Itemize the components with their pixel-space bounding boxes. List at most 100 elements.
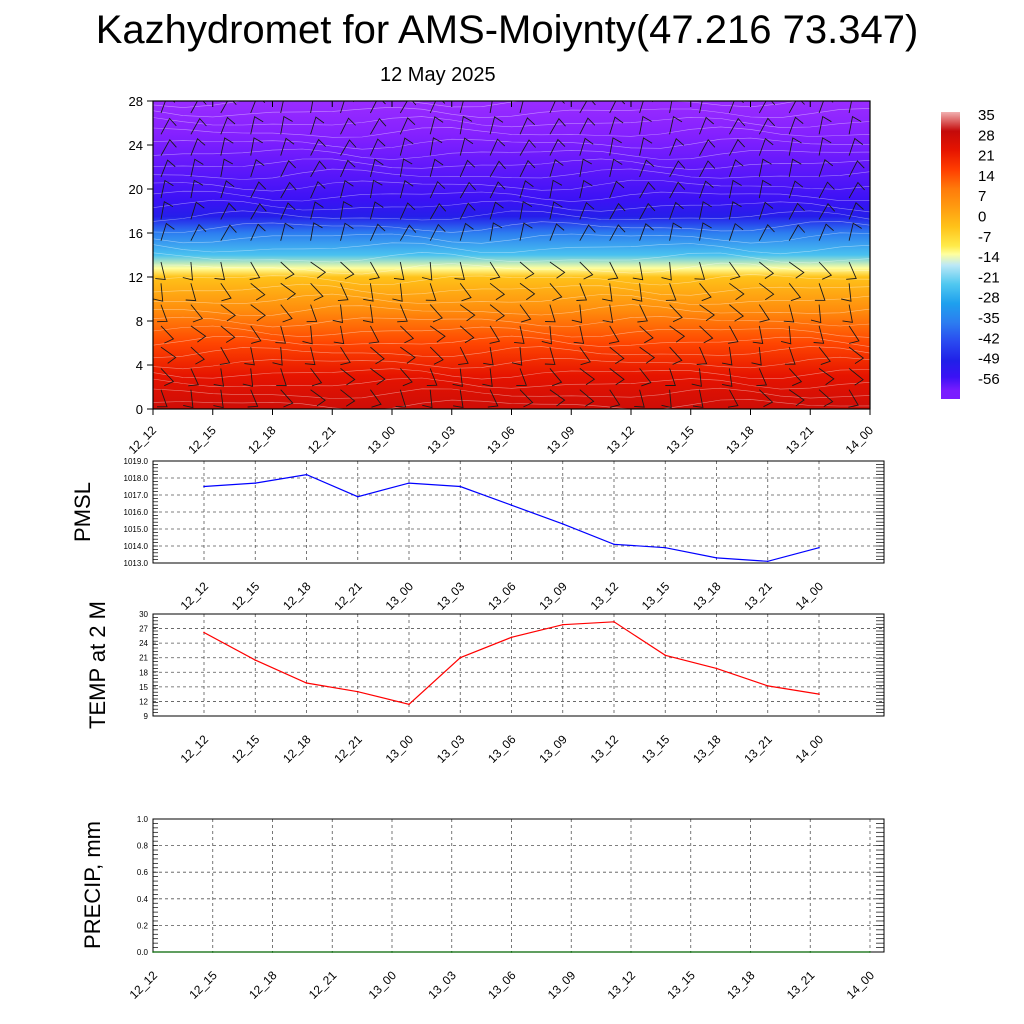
wind-barb [190,158,204,177]
xtick-label: 13_18 [690,579,724,613]
wind-barb [160,346,177,364]
contour-line [153,210,870,222]
wind-barb [579,346,591,366]
wind-barb [156,389,168,408]
wind-barb [340,222,354,241]
xtick-label: 13_06 [485,579,519,613]
wind-barb [756,368,768,387]
wind-barb [669,115,683,135]
wind-barb [487,389,499,408]
wind-barb [848,181,865,199]
wind-barb [639,202,656,220]
wind-barb [728,222,744,241]
wind-barb [280,115,293,135]
data-point [570,951,573,953]
wind-barb [459,137,474,156]
wind-barb [519,389,534,408]
wind-barb [573,325,585,344]
wind-barb [483,347,494,366]
wind-barb [160,117,177,135]
data-point [818,546,820,549]
wind-barb [519,282,536,301]
contour-line [153,304,870,316]
wind-barb [340,201,353,220]
colorbar-label: -28 [978,290,1000,307]
data-point [305,473,308,476]
wind-barb [785,346,796,365]
heatmap-panel: 0 4 8 12 16 20 24 28 12_12 12_15 12_18 12_21 13_00 13… [126,94,877,457]
contour-line [153,179,870,192]
wind-barb [609,368,625,386]
panel-frame [152,818,885,953]
data-point [766,685,769,687]
wind-barb [213,389,224,409]
ytick-label: 0.8 [137,842,149,851]
wind-barb [549,117,566,135]
colorbar-label: -21 [978,269,1000,286]
heatmap-ytick-label: 8 [136,314,143,329]
colorbar-label: -7 [978,229,991,246]
wind-barb [368,325,380,344]
wind-barb [489,138,506,156]
xtick-label: 12_15 [229,579,263,613]
wind-barb [399,158,413,177]
wind-barb [609,224,626,241]
wind-barb [639,325,654,344]
wind-barb [758,117,776,135]
xtick-label: 13_09 [545,968,579,1002]
panel-1: 9 12 15 18 21 24 27 30 12_12 12_15 12_18 12_21 13_00… [85,601,885,766]
wind-barb [814,283,826,301]
wind-barb [459,101,474,114]
data-point [356,690,359,693]
wind-barb [249,261,261,280]
wind-barb [699,325,714,344]
wind-barb [458,346,469,366]
wind-barb [160,325,175,344]
wind-barb [421,261,433,281]
wind-barb [280,282,297,300]
colorbar-label: 0 [978,209,986,226]
wind-barb [846,261,857,280]
heatmap-ytick-label: 12 [129,270,143,285]
wind-barb [519,101,533,114]
data-point [510,636,513,639]
xtick-label: 13_21 [784,968,818,1002]
wind-barb [190,346,205,365]
colorbar-label: -49 [978,351,1000,368]
wind-barb [632,261,644,281]
wind-barb [728,101,744,114]
wind-barb [576,283,588,301]
data-point [459,485,462,488]
wind-barb [634,389,645,408]
wind-barb [489,101,493,114]
wind-barb [220,304,236,322]
ytick-label: 30 [139,610,148,619]
wind-barb [758,179,772,199]
wind-barb [729,304,744,322]
data-point [271,951,274,953]
ytick-label: 0.4 [137,895,149,904]
ytick-label: 1019.0 [124,457,149,466]
wind-barb [579,137,594,156]
wind-barb [818,203,836,220]
data-point [203,485,205,488]
ytick-label: 1016.0 [124,508,149,517]
xtick-label: 12_12 [178,732,212,766]
wind-barb [157,304,168,323]
xtick-label: 13_03 [434,732,468,766]
wind-barb [669,101,673,114]
xtick-label: 13_12 [588,579,622,613]
wind-barb [310,282,324,301]
wind-barb [818,223,834,241]
contour-line [153,158,870,170]
wind-barb [699,116,714,135]
wind-barb [250,115,264,135]
wind-barb [842,304,853,323]
xtick-label: 13_00 [383,579,417,613]
wind-barb [242,368,254,387]
contour-line [153,148,870,160]
colorbar-label: -42 [978,330,1000,347]
wind-barb [818,346,831,366]
wind-barb [519,261,535,280]
wind-barb [549,223,565,241]
